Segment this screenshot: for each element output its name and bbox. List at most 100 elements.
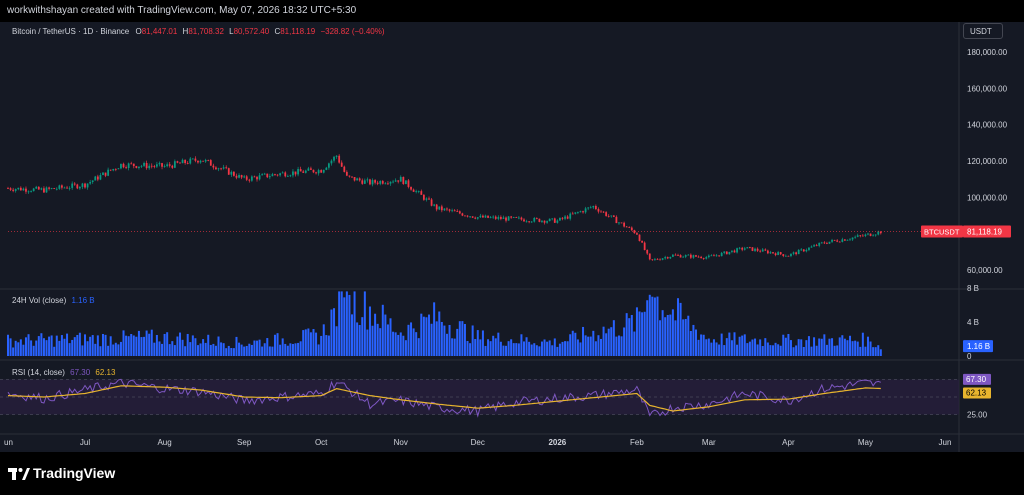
candle <box>482 215 484 218</box>
candle <box>461 213 464 216</box>
volume-bar <box>538 346 541 356</box>
candle <box>505 217 507 221</box>
volume-bar <box>838 337 841 356</box>
candle <box>348 175 351 177</box>
candle <box>317 170 320 174</box>
volume-bar <box>646 300 649 356</box>
candle <box>281 172 284 174</box>
candle <box>705 257 708 259</box>
candle <box>250 176 253 181</box>
candle <box>107 169 110 176</box>
candle <box>638 234 641 241</box>
volume-bar <box>386 324 389 356</box>
volume-value: 1.16 B <box>71 296 95 305</box>
volume-bar <box>112 344 115 356</box>
volume-bar <box>227 345 230 356</box>
volume-bar <box>73 337 76 356</box>
candle <box>820 242 823 244</box>
candle <box>733 250 736 253</box>
volume-bar <box>222 343 225 356</box>
volume-bar <box>335 326 338 356</box>
volume-bar <box>163 333 166 356</box>
candle <box>322 169 325 173</box>
volume-bar <box>789 340 792 356</box>
candle <box>448 209 451 211</box>
candle <box>612 215 615 217</box>
volume-bar <box>533 343 536 356</box>
candle <box>299 169 302 172</box>
candle <box>76 184 79 189</box>
volume-bar <box>530 344 533 356</box>
candle <box>345 171 348 176</box>
volume-bar <box>48 336 51 356</box>
candle <box>682 256 685 258</box>
volume-tag-box <box>963 340 993 353</box>
candle <box>815 245 818 246</box>
candle <box>641 240 643 243</box>
footer <box>0 452 1024 495</box>
rsi-ma-value: 62.13 <box>95 368 116 377</box>
price-tick-label: 140,000.00 <box>967 121 1008 130</box>
volume-bar <box>410 322 413 356</box>
candle <box>222 167 225 169</box>
candle <box>258 175 261 180</box>
candle <box>425 198 428 200</box>
volume-bar <box>343 297 346 356</box>
volume-bar <box>582 326 585 356</box>
volume-bar <box>569 334 572 356</box>
candle <box>689 254 692 258</box>
volume-bar <box>466 340 469 356</box>
candle <box>743 248 746 250</box>
candle <box>55 188 58 190</box>
candle <box>874 234 877 236</box>
volume-bar <box>114 342 117 356</box>
price-tick-label: 120,000.00 <box>967 157 1008 166</box>
volume-bar <box>702 334 705 356</box>
volume-bar <box>309 332 312 356</box>
candle <box>197 160 199 163</box>
candle <box>654 258 656 260</box>
price-tick-label: 100,000.00 <box>967 193 1008 202</box>
candle <box>510 216 513 218</box>
candle <box>71 183 74 188</box>
volume-bar <box>302 330 305 356</box>
volume-bar <box>730 340 733 356</box>
volume-bar <box>833 345 836 356</box>
candle <box>646 249 649 254</box>
candle <box>17 187 20 190</box>
candle <box>53 188 56 189</box>
candle <box>125 167 127 169</box>
volume-bar <box>764 338 767 356</box>
volume-bar <box>379 328 382 356</box>
volume-bar <box>353 291 356 356</box>
currency-badge[interactable]: USDT <box>963 23 1003 39</box>
time-tick-label: Jul <box>80 438 90 447</box>
volume-bar <box>407 324 410 356</box>
close-label: C <box>274 27 281 36</box>
candle <box>114 168 117 170</box>
volume-bar <box>643 311 646 356</box>
candle <box>181 159 184 164</box>
volume-bar <box>209 344 212 356</box>
candle <box>330 160 333 164</box>
candle <box>692 255 695 258</box>
volume-bar <box>225 348 228 356</box>
volume-bar <box>736 344 739 356</box>
candle <box>202 160 205 162</box>
volume-bar <box>71 339 74 356</box>
volume-bar <box>181 339 184 356</box>
volume-bar <box>327 335 330 356</box>
volume-bar <box>119 341 122 356</box>
volume-bar <box>671 309 674 356</box>
time-tick-label: Oct <box>315 438 328 447</box>
candle <box>759 250 762 252</box>
volume-bar <box>522 341 525 356</box>
volume-bar <box>289 343 292 356</box>
candle <box>630 227 633 231</box>
volume-bar <box>782 334 785 356</box>
rsi-pane <box>0 378 959 418</box>
volume-bar <box>792 347 795 356</box>
candle <box>230 171 233 175</box>
volume-bar <box>37 336 40 356</box>
